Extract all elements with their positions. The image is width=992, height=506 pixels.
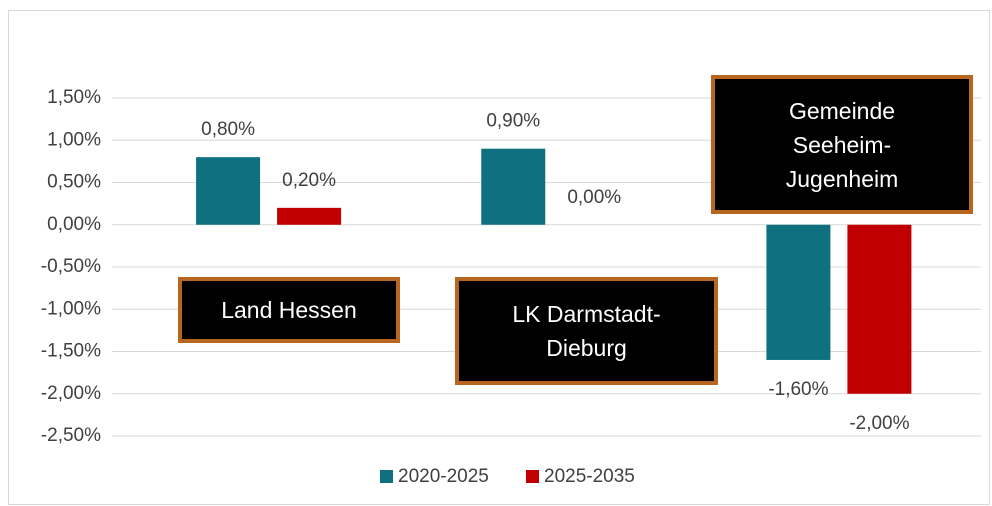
category-label-box: Gemeinde Seeheim-Jugenheim (711, 75, 973, 214)
y-tick-label: -1,00% (41, 298, 101, 319)
data-label: -1,60% (768, 379, 828, 400)
category-label: Gemeinde Seeheim-Jugenheim (785, 97, 899, 192)
category-label: Land Hessen (221, 297, 357, 323)
bar (196, 157, 261, 225)
y-tick-label: -1,50% (41, 341, 101, 362)
y-tick-label: -2,00% (41, 383, 101, 404)
y-tick-label: -0,50% (41, 256, 101, 277)
data-label: 0,00% (567, 187, 621, 208)
category-label-box: LK Darmstadt-Dieburg (455, 277, 718, 385)
category-label: LK Darmstadt-Dieburg (512, 301, 661, 361)
bar (277, 207, 342, 225)
legend-swatch (526, 470, 539, 483)
bar (847, 224, 912, 394)
data-label: -2,00% (849, 413, 909, 434)
y-tick-label: 1,00% (47, 129, 101, 150)
bar (481, 148, 546, 225)
legend-label: 2025-2035 (544, 466, 635, 487)
legend-label: 2020-2025 (398, 466, 489, 487)
y-tick-label: 1,50% (47, 87, 101, 108)
data-label: 0,20% (282, 170, 336, 191)
y-tick-label: 0,00% (47, 214, 101, 235)
data-label: 0,90% (486, 111, 540, 132)
y-tick-label: -2,50% (41, 425, 101, 446)
bar (766, 224, 831, 360)
category-label-box: Land Hessen (178, 277, 400, 343)
y-tick-label: 0,50% (47, 172, 101, 193)
data-label: 0,80% (201, 119, 255, 140)
legend-swatch (380, 470, 393, 483)
